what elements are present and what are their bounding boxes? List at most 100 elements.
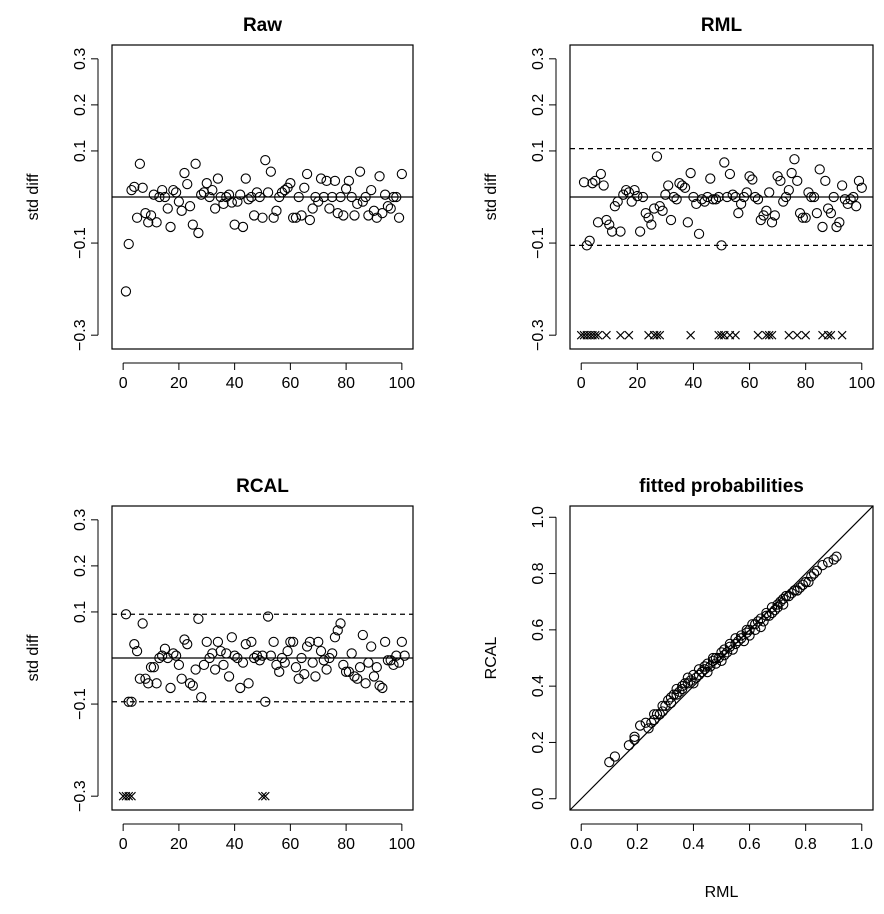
data-point	[598, 180, 609, 191]
data-point	[248, 210, 260, 221]
y-tick-label: 0.0	[530, 788, 547, 810]
data-point	[735, 630, 747, 641]
data-point	[828, 191, 839, 203]
x-marker-stroke	[826, 330, 836, 340]
data-point	[165, 221, 176, 233]
data-point	[235, 682, 246, 694]
data-point	[212, 636, 224, 648]
data-point	[279, 184, 290, 196]
data-point	[176, 673, 187, 684]
data-point	[299, 182, 310, 193]
x-tick-label: 0.4	[682, 836, 704, 853]
data-point	[665, 214, 677, 226]
data-point	[825, 207, 837, 219]
data-point	[808, 568, 820, 579]
data-point	[313, 636, 324, 648]
data-point	[318, 655, 329, 666]
data-point	[836, 180, 848, 191]
data-point	[377, 207, 388, 219]
data-point	[806, 571, 817, 582]
data-point	[691, 672, 702, 683]
data-point	[772, 599, 783, 610]
data-point	[148, 189, 159, 200]
data-point	[730, 191, 741, 203]
data-point	[157, 650, 168, 661]
x-marker-stroke	[767, 330, 777, 340]
data-point	[766, 217, 778, 228]
data-point	[126, 696, 137, 707]
data-point	[769, 604, 780, 616]
y-tick-label: 0.2	[72, 94, 89, 116]
data-point	[243, 194, 254, 205]
x-marker-stroke	[753, 330, 763, 340]
chart-title: RCAL	[236, 476, 289, 497]
x-tick-label: 40	[685, 375, 703, 392]
panel-fitted: fitted probabilities 0.0 0.2 0.4 0.6 0.8 1.0 0.…	[483, 476, 874, 901]
data-point	[285, 636, 296, 648]
data-point	[783, 184, 794, 196]
x-marker-stroke	[624, 330, 634, 340]
data-point	[393, 212, 405, 223]
data-point	[318, 191, 329, 203]
data-point	[212, 173, 224, 184]
y-axis-label: std diff	[25, 173, 42, 220]
data-point	[340, 666, 352, 677]
data-point	[374, 680, 385, 691]
y-tick-label: 0.1	[72, 601, 89, 623]
data-point	[198, 187, 210, 198]
y-tick-label: 0.1	[72, 140, 89, 162]
data-point	[649, 203, 660, 214]
data-point	[137, 182, 148, 193]
data-point	[221, 191, 232, 203]
y-axis-label: std diff	[25, 634, 42, 681]
x-tick-label: 0	[119, 836, 128, 853]
data-point	[271, 205, 282, 216]
data-point	[606, 226, 618, 237]
data-point	[354, 662, 366, 673]
data-point	[265, 166, 277, 177]
data-point	[145, 210, 157, 221]
x-marker-stroke	[686, 330, 696, 340]
data-point	[187, 219, 198, 230]
data-point	[702, 658, 713, 669]
data-point	[335, 618, 346, 629]
data-point	[338, 659, 349, 671]
x-tick-label: 0	[577, 375, 586, 392]
data-point	[671, 683, 682, 695]
data-point	[190, 158, 201, 169]
data-point	[201, 178, 212, 189]
data-point	[346, 191, 357, 203]
y-tick-label: −0.3	[72, 780, 89, 812]
x-tick-label: 60	[741, 375, 759, 392]
data-point	[808, 191, 820, 203]
data-point	[741, 624, 752, 636]
x-tick-label: 80	[337, 836, 355, 853]
data-point	[237, 657, 249, 668]
data-point	[335, 191, 346, 203]
x-tick-label: 40	[226, 375, 244, 392]
data-point	[744, 171, 755, 182]
data-point	[371, 662, 382, 673]
data-point	[637, 191, 649, 203]
data-point	[609, 751, 621, 762]
x-marker	[753, 330, 763, 340]
x-axis-label: RML	[705, 884, 739, 901]
data-point	[794, 582, 806, 593]
data-point	[761, 610, 772, 621]
data-point	[366, 184, 377, 196]
data-point	[140, 207, 151, 219]
data-point	[215, 645, 226, 657]
data-point	[828, 554, 839, 565]
data-point	[646, 219, 657, 230]
x-marker-stroke	[717, 330, 726, 340]
data-point	[321, 175, 332, 187]
x-tick-label: 80	[797, 375, 815, 392]
data-point	[848, 191, 859, 203]
data-point	[761, 205, 772, 216]
data-point	[699, 661, 710, 672]
data-point	[623, 187, 635, 198]
data-point	[665, 697, 677, 709]
data-point	[730, 633, 741, 644]
data-point	[744, 624, 755, 636]
data-point	[755, 621, 766, 633]
